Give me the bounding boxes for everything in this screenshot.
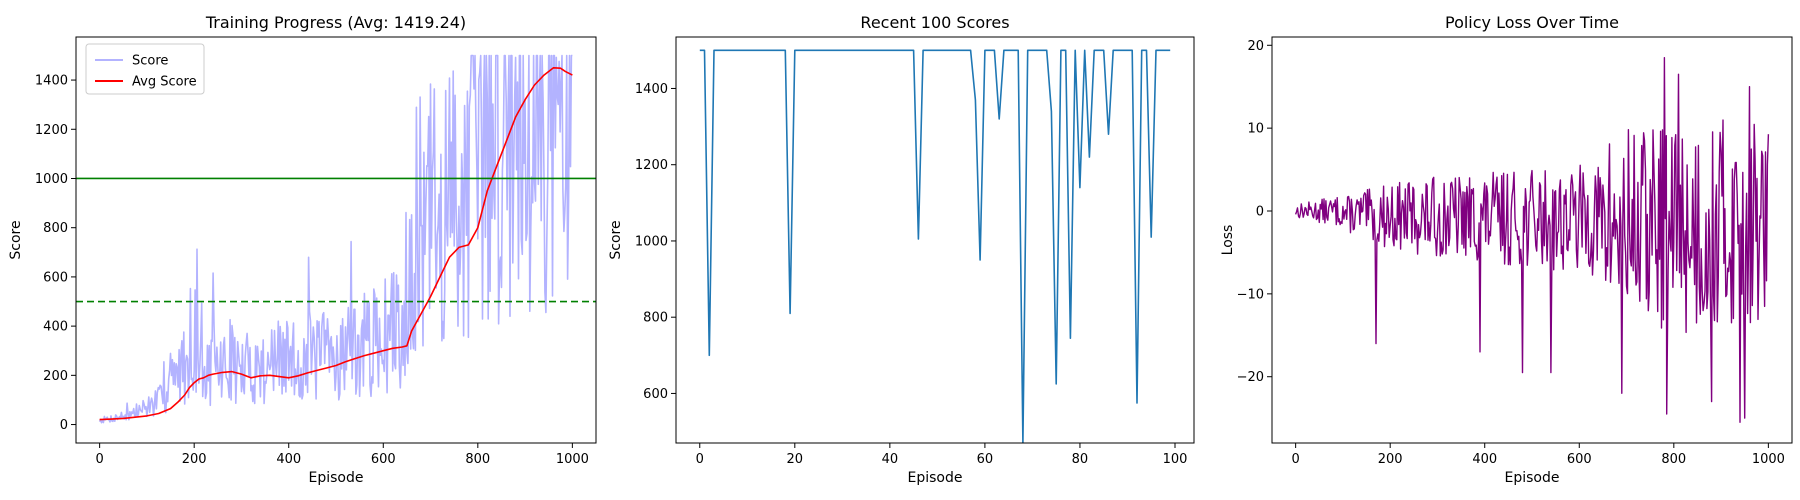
x-tick-label: 80	[1072, 452, 1089, 467]
policy-loss-chart: 0 200 400 600 800 1000 −20 −10 0 10 20 Policy Loss …	[1220, 13, 1793, 486]
avg-score-line	[99, 67, 573, 421]
training-progress-chart: 0 200 400 600 800 1000 0 200 400 600 800 1000 1200 14…	[8, 13, 597, 486]
series-line	[699, 49, 1171, 443]
x-tick-label: 100	[1163, 452, 1188, 467]
chart-title: Training Progress (Avg: 1419.24)	[205, 13, 466, 32]
x-tick-label: 0	[1291, 452, 1299, 467]
y-tick-label: 800	[643, 311, 668, 326]
y-tick-label: −10	[1237, 287, 1264, 302]
legend-label: Avg Score	[132, 75, 197, 90]
y-tick-label: 1200	[35, 123, 68, 138]
axes-frame	[75, 36, 597, 444]
y-tick-label: 1000	[35, 172, 68, 187]
series-line	[1294, 57, 1770, 423]
legend: Score Avg Score	[85, 43, 205, 95]
x-tick-label: 800	[465, 452, 490, 467]
y-tick-label: 0	[1256, 205, 1264, 220]
recent-scores-chart: 0 20 40 60 80 100 600 800 1000 1200 1400 Recent 100…	[608, 13, 1195, 486]
y-tick-label: 1400	[635, 82, 668, 97]
x-tick-label: 1000	[1752, 452, 1785, 467]
y-tick-label: −20	[1237, 370, 1264, 385]
axes-frame	[1271, 36, 1793, 444]
y-tick-label: 600	[43, 270, 68, 285]
y-tick-label: 800	[43, 221, 68, 236]
x-tick-label: 600	[371, 452, 396, 467]
x-tick-label: 0	[696, 452, 704, 467]
y-tick-label: 1200	[635, 158, 668, 173]
x-tick-label: 800	[1661, 452, 1686, 467]
legend-label: Score	[132, 54, 168, 69]
plot-area	[1294, 57, 1770, 423]
x-tick-label: 600	[1567, 452, 1592, 467]
x-axis-label: Episode	[309, 470, 364, 486]
y-tick-label: 20	[1247, 39, 1264, 54]
y-tick-label: 0	[60, 418, 68, 433]
y-tick-label: 200	[43, 369, 68, 384]
x-tick-label: 200	[1378, 452, 1403, 467]
y-axis-label: Score	[608, 220, 624, 259]
x-axis-label: Episode	[908, 470, 963, 486]
score-line	[98, 54, 573, 424]
plot-area	[699, 49, 1171, 443]
axes-frame	[675, 36, 1195, 444]
y-tick-label: 600	[643, 387, 668, 402]
x-tick-label: 400	[276, 452, 301, 467]
y-tick-label: 1400	[35, 74, 68, 89]
x-tick-label: 400	[1472, 452, 1497, 467]
chart-title: Policy Loss Over Time	[1445, 13, 1619, 32]
x-tick-label: 20	[787, 452, 804, 467]
plot-area	[98, 54, 573, 424]
x-tick-label: 200	[182, 452, 207, 467]
y-tick-label: 400	[43, 320, 68, 335]
x-tick-label: 60	[977, 452, 994, 467]
y-tick-label: 10	[1247, 122, 1264, 137]
y-axis-label: Loss	[1220, 225, 1236, 256]
x-tick-label: 1000	[556, 452, 589, 467]
chart-title: Recent 100 Scores	[860, 13, 1009, 32]
x-tick-label: 40	[882, 452, 899, 467]
y-axis-label: Score	[8, 220, 24, 259]
x-axis-label: Episode	[1505, 470, 1560, 486]
y-tick-label: 1000	[635, 234, 668, 249]
x-tick-label: 0	[95, 452, 103, 467]
